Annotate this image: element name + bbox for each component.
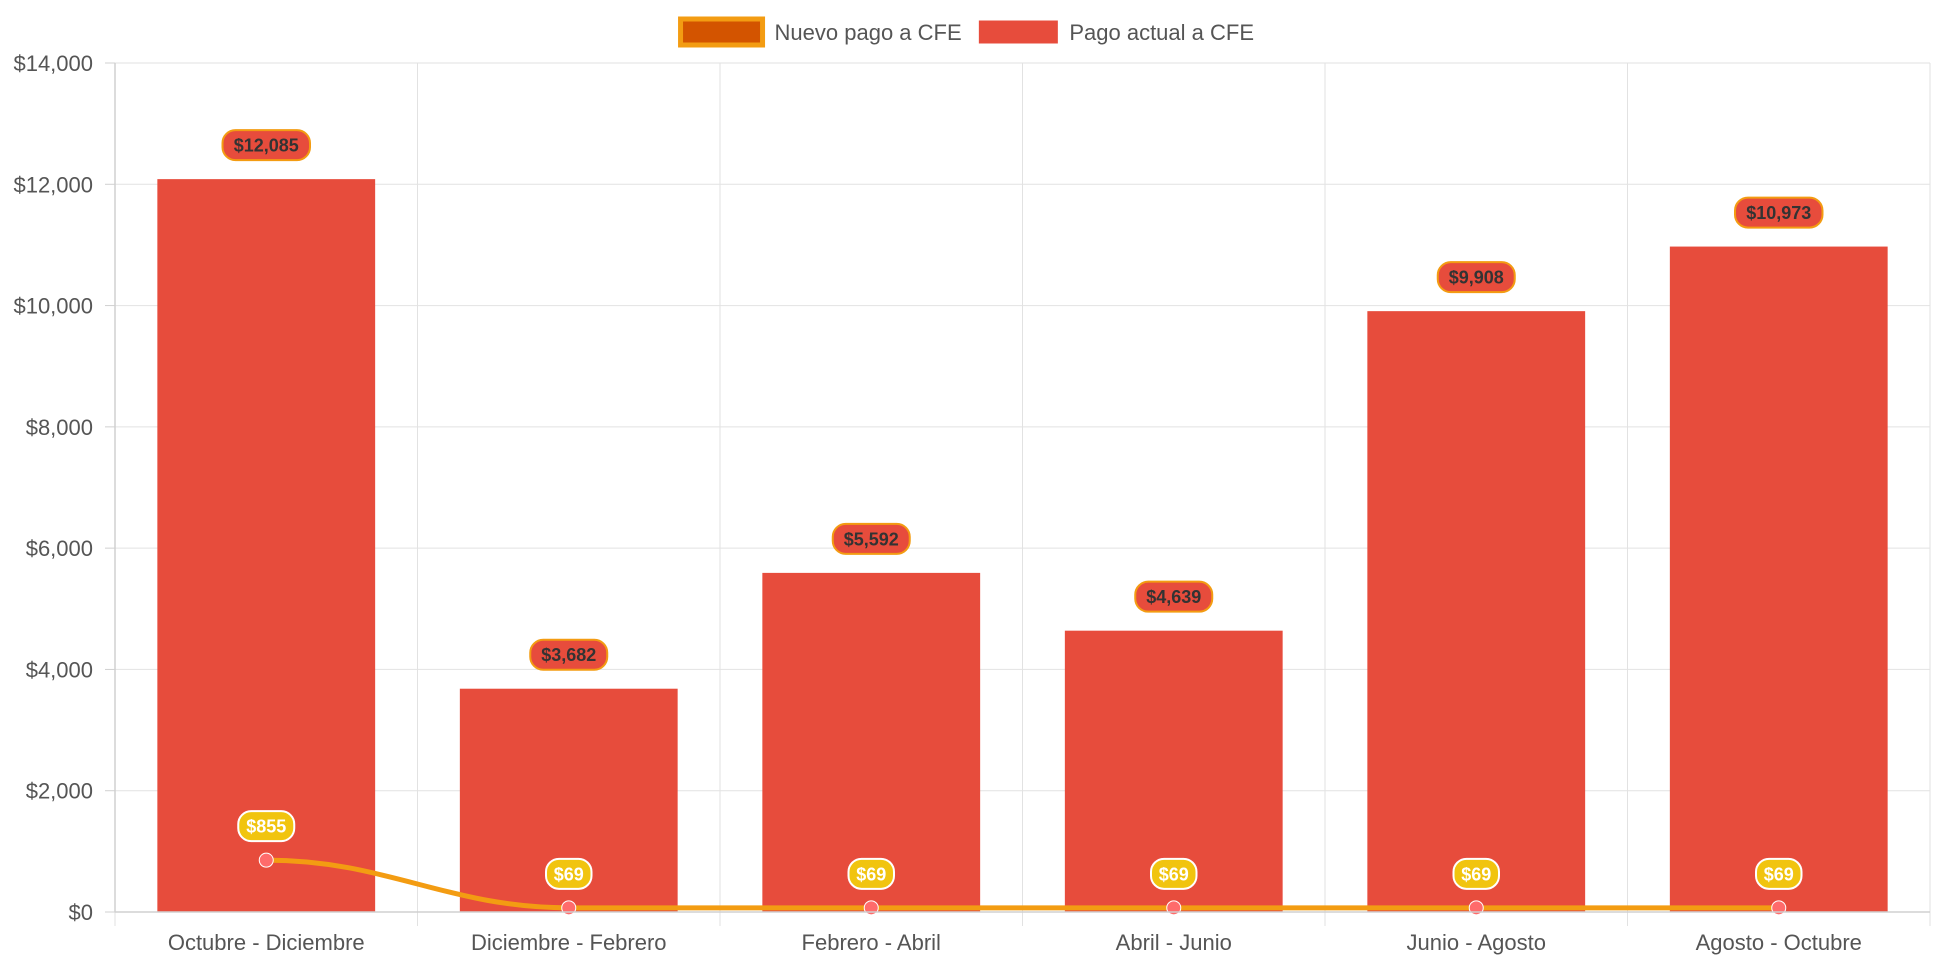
bar-value-label: $5,592: [831, 522, 911, 555]
bar-value-label-text: $9,908: [1449, 268, 1504, 288]
bar-value-label-text: $5,592: [844, 529, 899, 549]
y-tick-label: $14,000: [13, 51, 93, 76]
bar-value-label-bg: [529, 638, 609, 671]
x-tick-label: Agosto - Octubre: [1696, 930, 1862, 955]
y-tick-label: $6,000: [26, 536, 93, 561]
legend-label: Nuevo pago a CFE: [775, 20, 962, 45]
bar-value-label-text: $12,085: [234, 136, 299, 156]
y-tick-label: $4,000: [26, 657, 93, 682]
x-tick-label: Octubre - Diciembre: [168, 930, 365, 955]
bar-value-label-bg: [1134, 580, 1214, 613]
bar: [1669, 246, 1888, 913]
data-labels: $12,085 $3,682 $5,592 $4,639 $9,908 $10,973 $8…: [221, 129, 1824, 890]
line-value-label: $69: [1150, 857, 1198, 890]
legend: Nuevo pago a CFE Pago actual a CFE: [678, 16, 1254, 48]
bar-value-label: $9,908: [1436, 261, 1516, 294]
line-value-label: $855: [237, 810, 296, 843]
line-value-label-text: $69: [1159, 864, 1189, 884]
bar-value-label-text: $10,973: [1746, 203, 1811, 223]
bar: [157, 179, 376, 912]
line-value-label-bg: [545, 857, 593, 890]
line-value-label-bg: [1452, 857, 1500, 890]
x-tick-label: Diciembre - Febrero: [471, 930, 667, 955]
grid: [114, 62, 1931, 926]
bar: [762, 572, 981, 912]
line-point: [258, 852, 274, 868]
line-value-label-bg: [1150, 857, 1198, 890]
bar-value-label-bg: [1734, 196, 1824, 229]
bar-value-label: $4,639: [1134, 580, 1214, 613]
bar-value-label: $10,973: [1734, 196, 1824, 229]
line-value-label: $69: [545, 857, 593, 890]
bar-value-label-bg: [221, 129, 311, 162]
line-value-label: $69: [1755, 857, 1803, 890]
bar-value-label: $3,682: [529, 638, 609, 671]
bars: [157, 179, 1888, 913]
axes: $0 $2,000 $4,000 $6,000 $8,000 $10,000 $12,000…: [13, 51, 1930, 955]
x-tick-label: Abril - Junio: [1116, 930, 1232, 955]
bar-value-label: $12,085: [221, 129, 311, 162]
line-value-label-text: $69: [554, 864, 584, 884]
legend-swatch: [678, 16, 766, 48]
line-path: [266, 857, 1779, 911]
y-tick-label: $8,000: [26, 415, 93, 440]
bar-value-label-bg: [1436, 261, 1516, 294]
y-tick-label: $10,000: [13, 294, 93, 319]
y-tick-label: $12,000: [13, 172, 93, 197]
bar: [1367, 311, 1586, 912]
bar-value-label-bg: [831, 522, 911, 555]
line-value-label-text: $69: [856, 864, 886, 884]
line-value-label-bg: [237, 810, 296, 843]
line-value-label-bg: [847, 857, 895, 890]
x-tick-label: Junio - Agosto: [1407, 930, 1546, 955]
legend-item-nuevo-pago: Nuevo pago a CFE: [678, 16, 962, 48]
bar-value-label-text: $3,682: [541, 645, 596, 665]
legend-label: Pago actual a CFE: [1069, 20, 1254, 45]
line-value-label-text: $855: [246, 817, 286, 837]
y-tick-label: $0: [69, 900, 93, 925]
legend-swatch: [978, 20, 1058, 44]
line-value-label-bg: [1755, 857, 1803, 890]
line-value-label: $69: [1452, 857, 1500, 890]
y-tick-label: $2,000: [26, 779, 93, 804]
line-value-label: $69: [847, 857, 895, 890]
bar-value-label-text: $4,639: [1146, 587, 1201, 607]
line-value-label-text: $69: [1461, 864, 1491, 884]
legend-item-pago-actual: Pago actual a CFE: [978, 20, 1254, 45]
line-value-label-text: $69: [1764, 864, 1794, 884]
x-tick-label: Febrero - Abril: [802, 930, 941, 955]
